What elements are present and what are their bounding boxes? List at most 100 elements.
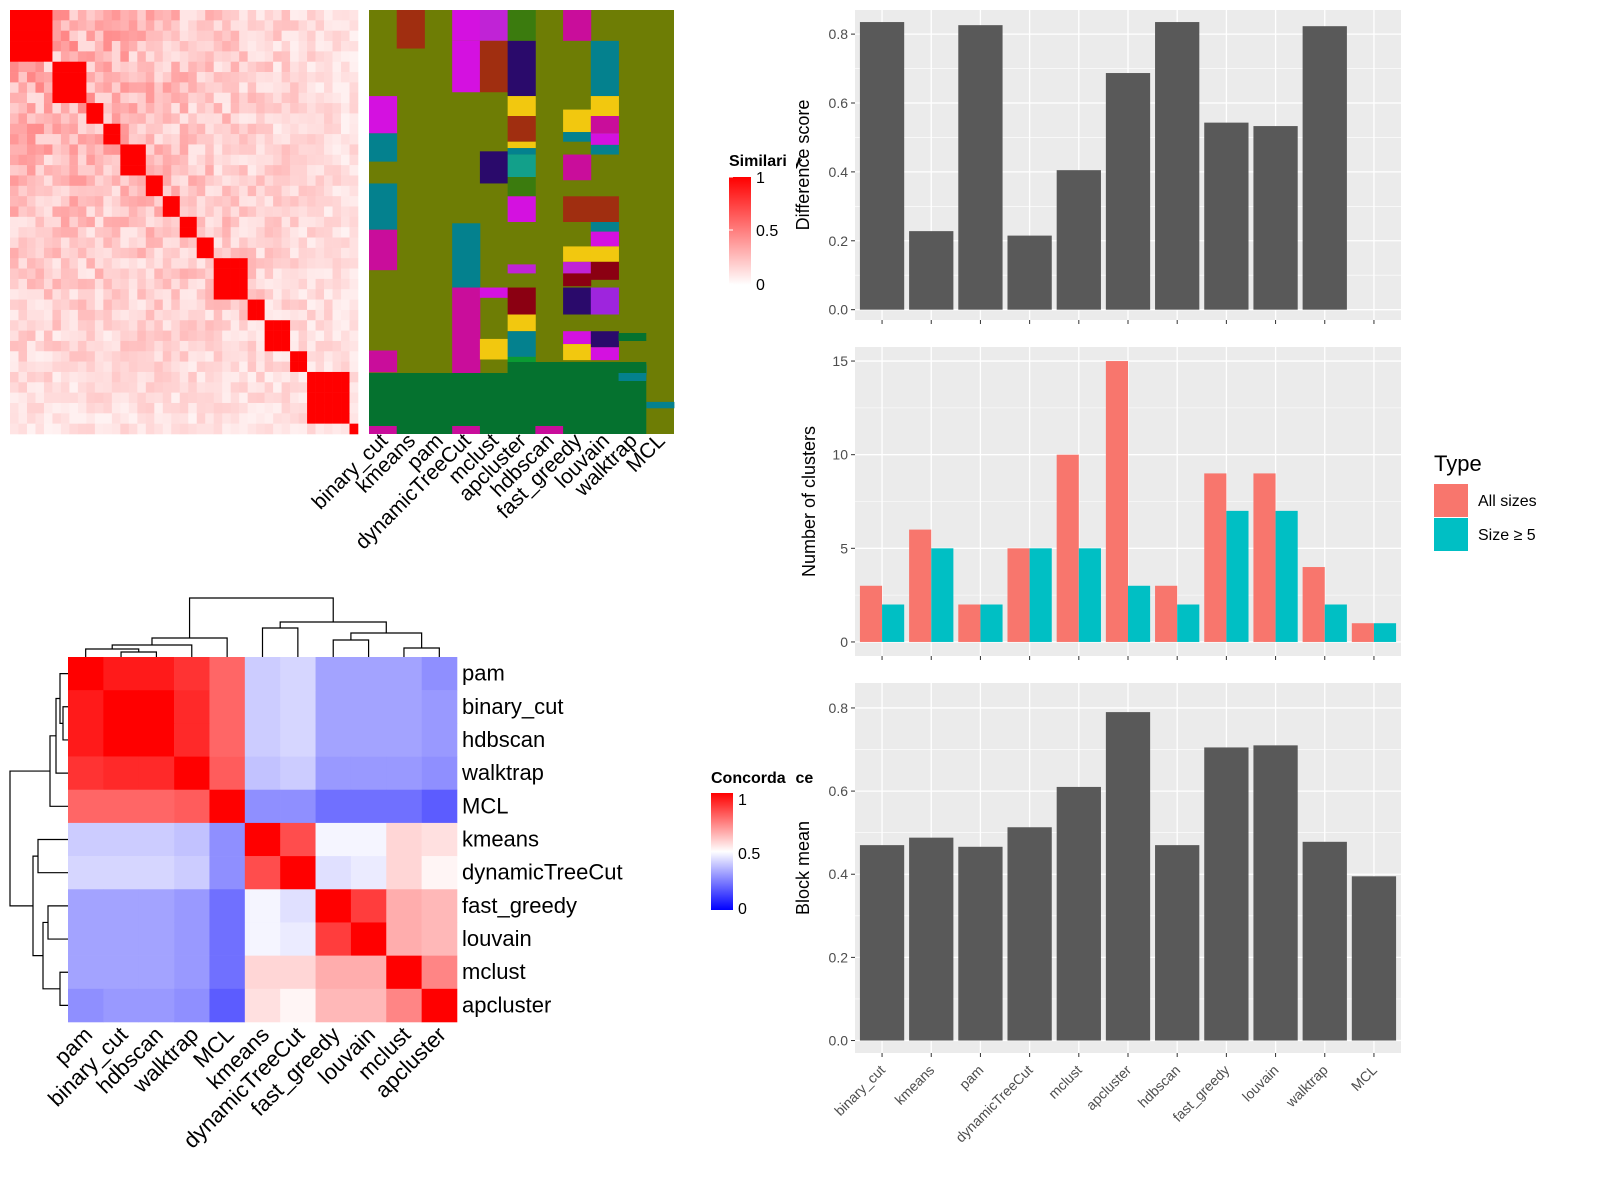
similarity-cell [154, 392, 164, 404]
similarity-cell [162, 61, 172, 73]
similarity-cell [205, 351, 215, 362]
similarity-cell [162, 51, 172, 63]
x-tick-label: hdbscan [1135, 1062, 1184, 1111]
similarity-cell [94, 309, 104, 321]
similarity-cell [298, 196, 308, 207]
similarity-cell [188, 196, 198, 207]
similarity-cell [332, 402, 342, 414]
similarity-cell [349, 10, 359, 21]
similarity-cell [77, 113, 87, 125]
similarity-cell [307, 144, 316, 156]
similarity-cell [86, 392, 96, 404]
similarity-cell [290, 51, 299, 63]
similarity-cell [77, 227, 87, 238]
similarity-cell [86, 402, 96, 414]
similarity-cell [315, 165, 325, 176]
similarity-cell [43, 20, 53, 31]
similarity-cell [196, 30, 206, 42]
similarity-cell [332, 237, 342, 249]
similarity-cell [281, 227, 291, 238]
similarity-cell [35, 82, 45, 94]
similarity-cell [307, 41, 316, 52]
similarity-cell [18, 175, 28, 187]
similarity-cell [341, 206, 350, 218]
similarity-cell [52, 185, 62, 197]
similarity-cell [128, 299, 138, 311]
similarity-cell [273, 154, 282, 166]
similarity-cell [264, 299, 274, 311]
similarity-cell [230, 113, 240, 125]
assignment-block [535, 426, 564, 434]
similarity-cell [86, 123, 96, 135]
concordance-cell [174, 856, 210, 890]
similarity-cell [247, 196, 257, 207]
similarity-cell [26, 185, 36, 197]
similarity-cell [349, 247, 359, 259]
similarity-cell [196, 340, 206, 352]
similarity-cell [205, 185, 215, 197]
similarity-cell [103, 82, 113, 94]
similarity-cell [43, 309, 53, 321]
similarity-cell [264, 413, 274, 424]
similarity-cell [281, 423, 291, 435]
similarity-cell [35, 247, 45, 259]
similarity-cell [307, 351, 316, 362]
similarity-cell [18, 82, 28, 94]
similarity-cell [281, 113, 291, 125]
similarity-cell [247, 320, 257, 331]
similarity-cell [315, 123, 325, 135]
similarity-cell [111, 61, 121, 73]
similarity-cell [137, 20, 147, 31]
similarity-cell [35, 320, 45, 331]
concordance-cell [244, 657, 281, 691]
similarity-cell [256, 206, 265, 218]
similarity-cell [324, 20, 333, 31]
similarity-cell [188, 113, 198, 125]
similarity-cell [77, 361, 87, 373]
similarity-cell [273, 361, 282, 373]
similarity-cell [213, 165, 223, 176]
similarity-cell [69, 61, 79, 73]
similarity-cell [52, 196, 62, 207]
similarity-cell [154, 165, 164, 176]
similarity-cell [341, 165, 350, 176]
similarity-cell [324, 175, 333, 187]
assignment-block [563, 196, 592, 222]
similarity-cell [60, 351, 70, 362]
similarity-cell [188, 320, 198, 331]
x-tick-label: mclust [1045, 1062, 1085, 1102]
similarity-cell [281, 92, 291, 104]
similarity-cell [103, 30, 113, 42]
similarity-cell [86, 144, 96, 156]
similarity-cell [77, 423, 87, 435]
similarity-cell [154, 20, 164, 31]
similarity-cell [273, 216, 282, 228]
similarity-cell [205, 20, 215, 31]
similarity-cell [111, 72, 121, 83]
similarity-cell [298, 51, 308, 63]
similarity-cell [10, 227, 19, 238]
similarity-cell [103, 185, 113, 197]
similarity-cell [77, 185, 87, 197]
similarity-cell [94, 227, 104, 238]
similarity-cell [188, 10, 198, 21]
dendrogram-branch [62, 706, 68, 741]
similarity-cell [128, 206, 138, 218]
similarity-cell [307, 361, 316, 373]
bar-size-ge5 [882, 604, 905, 642]
similarity-cell [324, 92, 333, 104]
y-tick-label: 0.6 [829, 95, 849, 111]
similarity-cell [332, 258, 342, 269]
similarity-cell [349, 51, 359, 63]
similarity-cell [281, 237, 291, 249]
similarity-cell [120, 382, 130, 393]
similarity-cell [273, 392, 282, 404]
assignment-block [452, 223, 481, 298]
concordance-cell [174, 723, 210, 757]
similarity-cell [179, 268, 189, 280]
concordance-cell [386, 756, 422, 791]
legend-key-all-sizes [1434, 484, 1468, 517]
concordance-cell [386, 988, 422, 1023]
bar [1105, 712, 1151, 1041]
similarity-cell [77, 10, 87, 21]
